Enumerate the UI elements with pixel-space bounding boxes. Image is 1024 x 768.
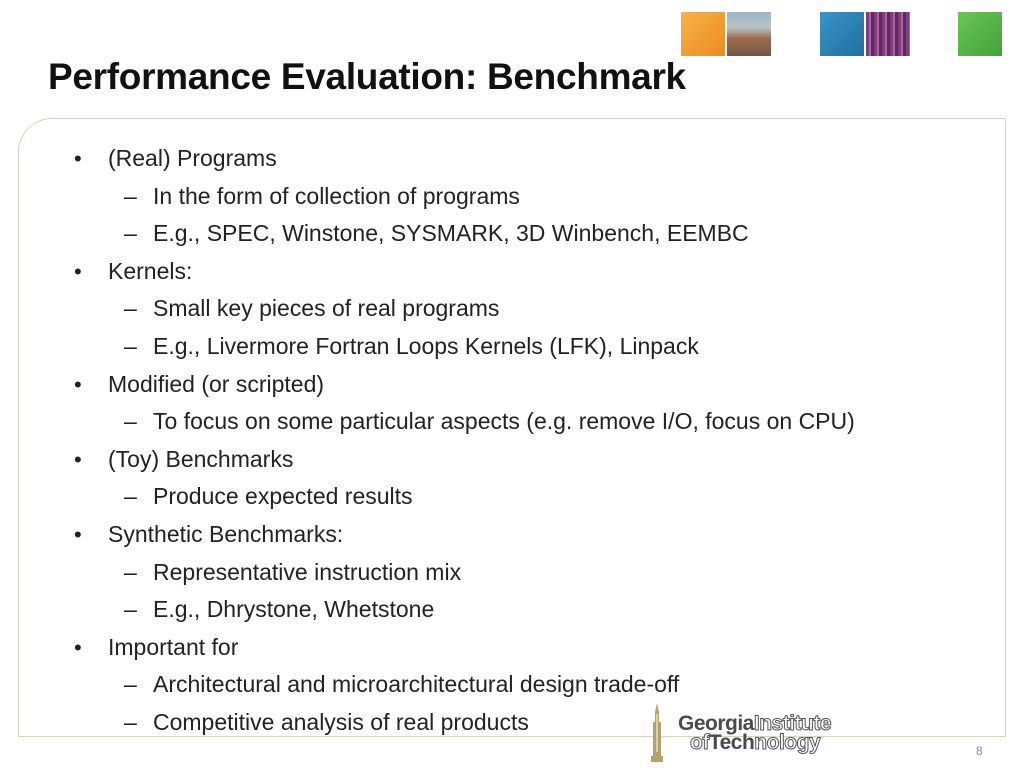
- sub-bullet-text: E.g., Dhrystone, Whetstone: [153, 596, 435, 623]
- sub-bullet-item: – Representative instruction mix: [70, 554, 1000, 592]
- bullet-item: • Kernels:: [70, 253, 1000, 291]
- bullet-item: • Important for: [70, 629, 1000, 667]
- sub-bullet-dash: –: [124, 408, 137, 435]
- page-number: 8: [976, 744, 983, 758]
- bullet-text: (Toy) Benchmarks: [108, 445, 294, 472]
- sub-bullet-text: E.g., Livermore Fortran Loops Kernels (L…: [153, 332, 699, 359]
- sub-bullet-text: In the form of collection of programs: [153, 182, 520, 209]
- sub-bullet-item: – Small key pieces of real programs: [70, 290, 1000, 328]
- sub-bullet-text: E.g., SPEC, Winstone, SYSMARK, 3D Winben…: [153, 220, 749, 247]
- orange-tile: [681, 12, 725, 56]
- sub-bullet-dash: –: [124, 596, 137, 623]
- logo-nology: nology: [754, 731, 821, 754]
- sub-bullet-text: Architectural and microarchitectural des…: [153, 671, 680, 698]
- logo-tech: Tech: [708, 731, 755, 754]
- bullet-dot: •: [74, 634, 82, 660]
- sub-bullet-item: – In the form of collection of programs: [70, 178, 1000, 216]
- circuit-photo: [866, 12, 910, 56]
- sub-bullet-dash: –: [124, 671, 137, 698]
- sub-bullet-item: – Architectural and microarchitectural de…: [70, 666, 1000, 704]
- bottom-rule: [18, 736, 1006, 737]
- sub-bullet-item: – E.g., Livermore Fortran Loops Kernels (…: [70, 328, 1000, 366]
- slide-title: Performance Evaluation: Benchmark: [48, 56, 686, 97]
- sub-bullet-text: Produce expected results: [153, 483, 413, 510]
- bullet-item: • (Real) Programs: [70, 140, 1000, 178]
- blue-tile: [820, 12, 864, 56]
- sub-bullet-dash: –: [124, 295, 137, 322]
- sub-bullet-item: – Competitive analysis of real products: [70, 704, 1000, 742]
- sub-bullet-text: To focus on some particular aspects (e.g…: [153, 408, 855, 435]
- bullet-text: Kernels:: [108, 257, 193, 284]
- sub-bullet-text: Small key pieces of real programs: [153, 295, 500, 322]
- sub-bullet-dash: –: [124, 708, 137, 735]
- green-tile: [958, 12, 1002, 56]
- tower-icon: [651, 703, 663, 762]
- bullet-text: Synthetic Benchmarks:: [108, 520, 344, 547]
- bullet-dot: •: [74, 258, 82, 284]
- sub-bullet-dash: –: [124, 332, 137, 359]
- sub-bullet-text: Competitive analysis of real products: [153, 708, 529, 735]
- header-image-strip: [0, 12, 1024, 58]
- bullet-dot: •: [74, 371, 82, 397]
- logo-wordmark: GeorgiaInstitute ofTechnology: [678, 712, 832, 754]
- bullet-item: • (Toy) Benchmarks: [70, 441, 1000, 479]
- logo-of: of: [690, 731, 710, 754]
- sub-bullet-dash: –: [124, 558, 137, 585]
- bullet-dot: •: [74, 521, 82, 547]
- logo-institute: Institute: [753, 712, 832, 735]
- bullet-text: (Real) Programs: [108, 145, 277, 171]
- sub-bullet-dash: –: [124, 182, 137, 209]
- sub-bullet-dash: –: [124, 220, 137, 247]
- content-frame: [18, 118, 1006, 736]
- georgia-tech-logo: GeorgiaInstitute ofTechnology: [642, 702, 890, 762]
- logo-georgia: Georgia: [678, 712, 754, 735]
- bullet-dot: •: [74, 146, 82, 171]
- sub-bullet-text: Representative instruction mix: [153, 558, 462, 585]
- sub-bullet-item: – To focus on some particular aspects (e.…: [70, 403, 1000, 441]
- sub-bullet-item: – E.g., SPEC, Winstone, SYSMARK, 3D Winbe…: [70, 215, 1000, 253]
- bullet-dot: •: [74, 446, 82, 472]
- sub-bullet-dash: –: [124, 483, 137, 510]
- sub-bullet-item: – E.g., Dhrystone, Whetstone: [70, 591, 1000, 629]
- bullet-list: • (Real) Programs – In the form of collect…: [70, 140, 1000, 742]
- bullet-item: • Synthetic Benchmarks:: [70, 516, 1000, 554]
- sub-bullet-item: – Produce expected results: [70, 478, 1000, 516]
- bullet-text: Important for: [108, 633, 239, 660]
- bullet-text: Modified (or scripted): [108, 370, 325, 397]
- campus-photo: [727, 12, 771, 56]
- bullet-item: • Modified (or scripted): [70, 366, 1000, 404]
